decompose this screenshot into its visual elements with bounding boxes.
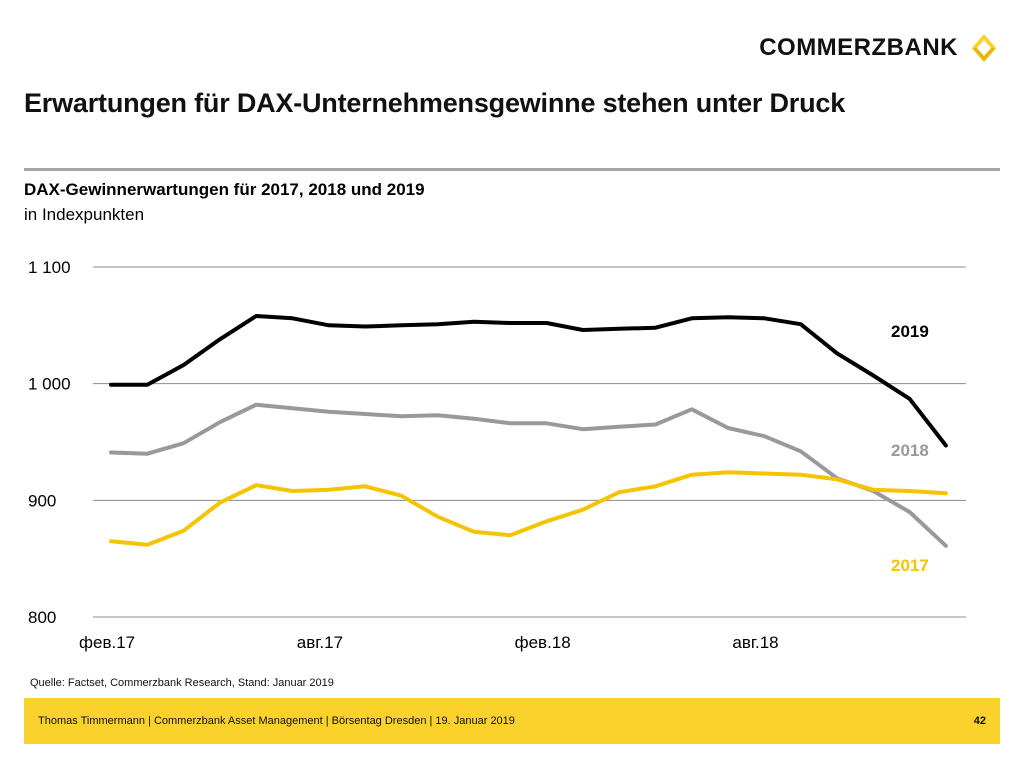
chart-title: DAX-Gewinnerwartungen für 2017, 2018 und…: [24, 180, 425, 199]
x-tick-label: авг.17: [297, 633, 343, 652]
chart-subtitle: in Indexpunkten: [24, 205, 145, 224]
x-tick-label: фев.17: [79, 633, 135, 652]
series-label-2018: 2018: [891, 441, 929, 460]
footer-bar: Thomas Timmermann | Commerzbank Asset Ma…: [24, 698, 1000, 744]
page-title: Erwartungen für DAX-Unternehmensgewinne …: [24, 88, 846, 118]
series-line-2018: [109, 402, 948, 548]
x-tick-label: авг.18: [732, 633, 778, 652]
y-tick-label: 1 000: [28, 375, 71, 394]
series-label-2017: 2017: [891, 556, 929, 575]
series-line-2017: [109, 470, 948, 547]
logo-wordmark: COMMERZBANK: [759, 34, 958, 61]
y-tick-label: 900: [28, 491, 56, 510]
ribbon-icon: [972, 34, 996, 62]
commerzbank-logo: COMMERZBANK: [759, 30, 1002, 66]
y-tick-label: 800: [28, 608, 56, 627]
series-line-2019: [109, 314, 948, 448]
title-divider: [24, 168, 1000, 171]
page-number: 42: [973, 715, 986, 727]
series-label-2019: 2019: [891, 322, 929, 341]
y-tick-label: 1 100: [28, 258, 71, 277]
footer-text: Thomas Timmermann | Commerzbank Asset Ma…: [38, 715, 515, 727]
x-tick-label: фев.18: [515, 633, 571, 652]
line-chart: 800 900 1 000 1 100 фев.17 авг.17 фев.18 авг.18…: [28, 258, 966, 652]
source-note: Quelle: Factset, Commerzbank Research, S…: [30, 677, 334, 689]
